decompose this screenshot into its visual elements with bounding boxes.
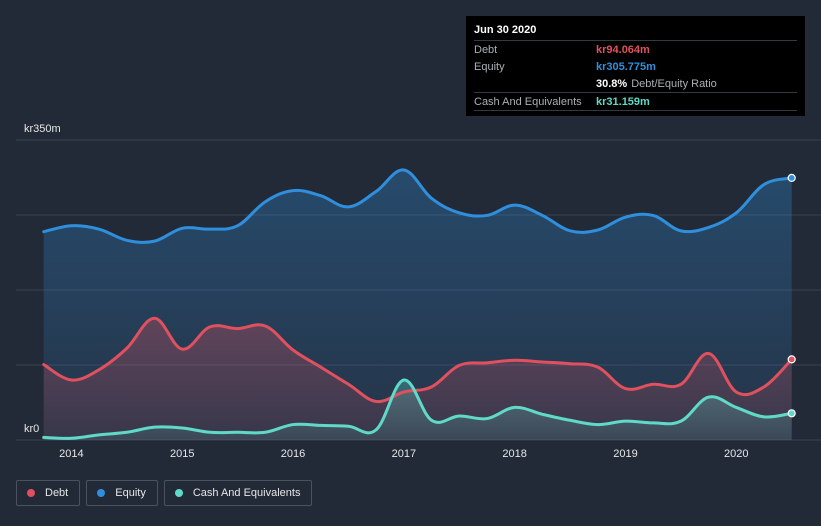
data-tooltip: Jun 30 2020 Debt kr94.064m Equity kr305.… xyxy=(466,16,805,116)
x-tick-label: 2018 xyxy=(502,448,526,460)
debt-end-marker xyxy=(787,355,796,364)
x-tick-label: 2019 xyxy=(613,448,637,460)
debt-line xyxy=(42,316,794,404)
tooltip-key: Debt xyxy=(474,44,498,56)
legend-label: Debt xyxy=(45,487,69,499)
tooltip-key: Equity xyxy=(474,61,505,73)
tooltip-value: kr94.064m xyxy=(596,44,650,56)
y-tick-label: kr0 xyxy=(24,423,39,435)
tooltip-key: Cash And Equivalents xyxy=(474,96,582,108)
end-markers xyxy=(787,173,796,418)
equity-dot-icon xyxy=(97,489,106,497)
x-axis-labels: 2014 2015 2016 2017 2018 2019 2020 xyxy=(59,448,748,460)
legend-label: Cash And Equivalents xyxy=(192,487,301,499)
cash-dot-icon xyxy=(174,489,183,497)
cash-and-equivalents-end-marker xyxy=(787,409,796,418)
chart-legend: Debt Equity Cash And Equivalents xyxy=(16,480,313,506)
legend-label: Equity xyxy=(115,487,146,499)
y-axis-labels: kr350m kr0 xyxy=(24,123,61,435)
tooltip-row-cash: Cash And Equivalents kr31.159m xyxy=(474,92,797,111)
x-tick-label: 2015 xyxy=(170,448,194,460)
equity-end-marker xyxy=(787,173,796,183)
x-tick-label: 2020 xyxy=(724,448,748,460)
x-tick-label: 2016 xyxy=(281,448,305,460)
x-tick-label: 2014 xyxy=(59,448,83,460)
tooltip-value: 30.8% xyxy=(596,78,628,90)
legend-item-equity[interactable]: Equity xyxy=(86,480,158,506)
series-lines xyxy=(42,168,794,440)
tooltip-row-equity: Equity kr305.775m xyxy=(474,58,797,75)
x-tick-label: 2017 xyxy=(392,448,416,460)
legend-item-cash[interactable]: Cash And Equivalents xyxy=(163,480,313,506)
y-tick-label: kr350m xyxy=(24,123,61,135)
cash-and-equivalents-line xyxy=(42,378,794,440)
tooltip-value: kr31.159m xyxy=(596,96,650,108)
tooltip-value: kr305.775m xyxy=(596,61,656,73)
tooltip-date: Jun 30 2020 xyxy=(474,24,537,36)
tooltip-row-ratio: 30.8% Debt/Equity Ratio xyxy=(474,75,797,92)
debt-area xyxy=(43,318,792,440)
tooltip-row-debt: Debt kr94.064m xyxy=(474,40,797,58)
tooltip-extra: Debt/Equity Ratio xyxy=(631,78,717,90)
legend-item-debt[interactable]: Debt xyxy=(16,480,81,506)
equity-line xyxy=(42,168,794,244)
debt-dot-icon xyxy=(27,489,35,497)
